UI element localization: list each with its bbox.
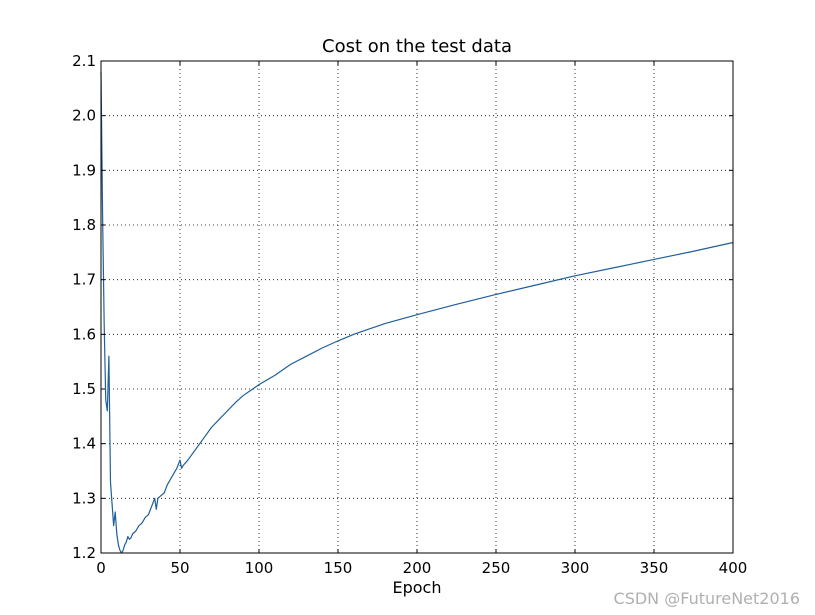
x-tick-label: 400 (719, 559, 748, 577)
x-tick-label: 250 (482, 559, 511, 577)
x-tick-label: 300 (561, 559, 590, 577)
tick-layer: 0 50 100 150 200 250 300 350 400 1.2 1.3 1.4 1.5 1.6 1… (72, 52, 747, 577)
x-tick-label: 200 (403, 559, 432, 577)
y-tick-label: 1.6 (72, 325, 96, 343)
y-tick-label: 1.8 (72, 216, 96, 234)
y-tick-label: 1.5 (72, 380, 96, 398)
chart-title: Cost on the test data (322, 36, 512, 57)
y-tick-label: 1.2 (72, 544, 96, 562)
x-tick-label: 150 (324, 559, 353, 577)
y-tick-label: 2.0 (72, 107, 96, 125)
watermark-text: CSDN @FutureNet2016 (614, 589, 800, 608)
y-tick-label: 2.1 (72, 52, 96, 70)
x-tick-label: 0 (96, 559, 106, 577)
cost-series-line (100, 71, 734, 554)
y-tick-label: 1.7 (72, 271, 96, 289)
grid-layer (101, 61, 733, 553)
plot-frame (100, 60, 734, 554)
x-tick-label: 100 (245, 559, 274, 577)
x-axis-label: Epoch (393, 578, 442, 597)
x-tick-label: 50 (170, 559, 189, 577)
x-tick-label: 350 (640, 559, 669, 577)
y-tick-label: 1.3 (72, 489, 96, 507)
y-tick-label: 1.4 (72, 435, 96, 453)
line-layer (100, 71, 734, 554)
y-tick-label: 1.9 (72, 161, 96, 179)
